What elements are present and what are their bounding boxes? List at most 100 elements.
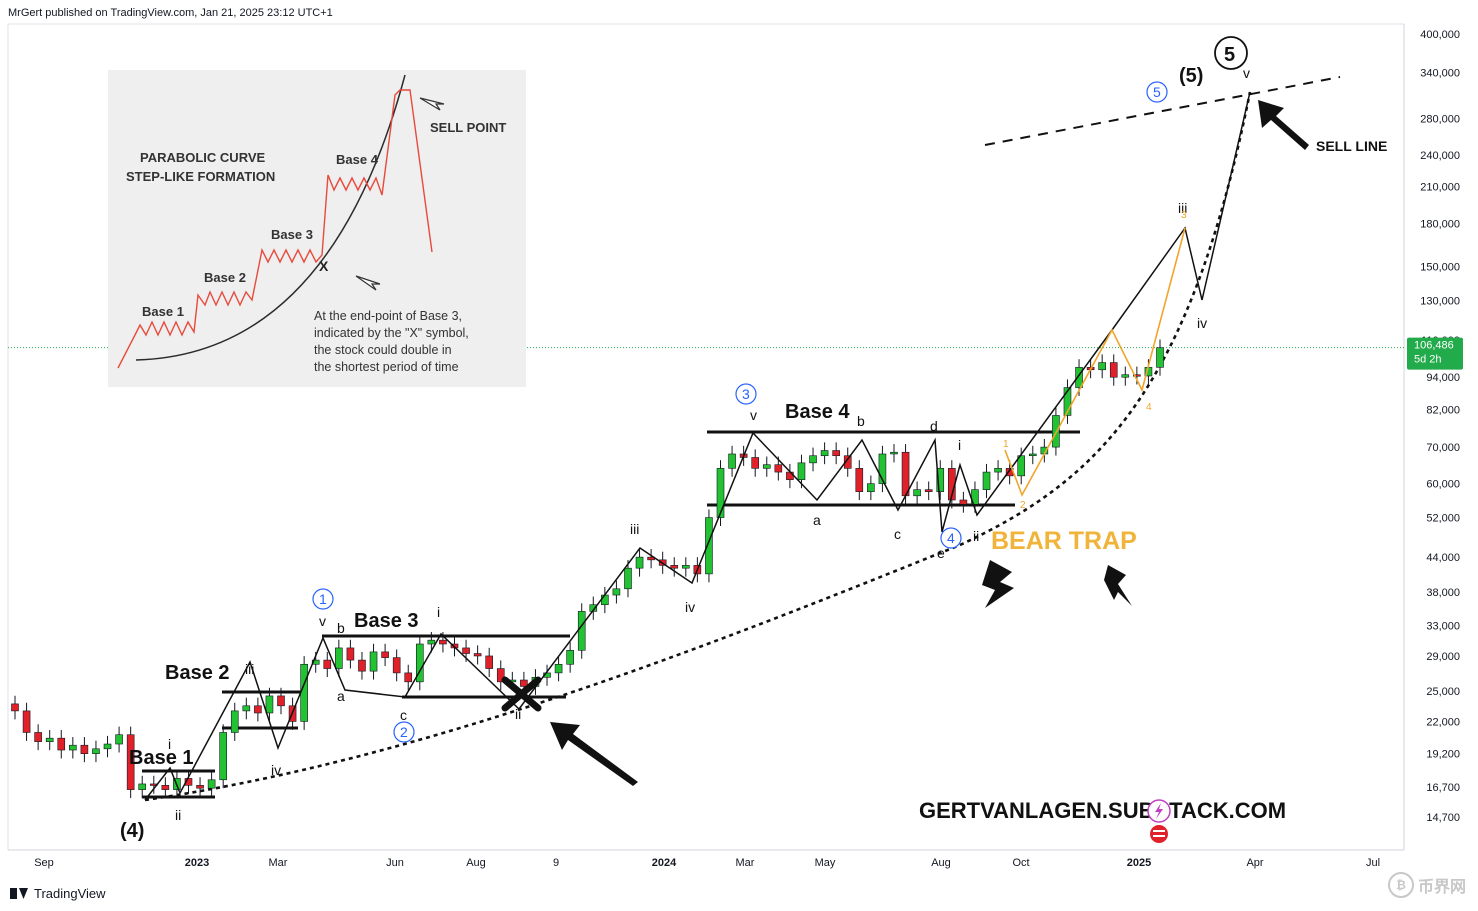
website-label: GERTVANLAGEN.SUBSTACK.COM	[919, 798, 1286, 823]
inset-base-4: Base 4	[336, 152, 379, 167]
wave-v-label: v	[1243, 65, 1250, 81]
x-tick-label: Apr	[1246, 857, 1263, 869]
y-tick-label: 29,000	[1426, 651, 1460, 663]
inset-title-1: PARABOLIC CURVE	[140, 150, 266, 165]
wave-c-label: c	[894, 526, 901, 542]
candle	[890, 451, 898, 455]
wave-v-label: v	[750, 407, 757, 423]
circle-wave-2-label: 2	[400, 724, 408, 740]
us-flag-stripe	[1153, 835, 1165, 837]
wave-iii-label: iii	[1178, 200, 1187, 216]
candle	[1156, 347, 1164, 368]
y-tick-label: 38,000	[1426, 587, 1460, 599]
sell-arrow-icon	[1258, 100, 1309, 150]
y-tick-label: 22,000	[1426, 716, 1460, 728]
inset-x-arrow-icon	[355, 275, 381, 291]
candle	[1133, 374, 1141, 377]
candle	[1098, 362, 1106, 371]
candle	[404, 672, 413, 683]
candle	[624, 567, 632, 590]
watermark: ₿ 币界网	[1387, 872, 1466, 898]
candle	[57, 737, 66, 751]
candle	[369, 651, 378, 672]
y-tick-label: 70,000	[1426, 442, 1460, 454]
candle	[11, 703, 19, 712]
inset-background	[108, 70, 526, 387]
candle	[439, 639, 447, 645]
candle	[959, 499, 968, 505]
candle	[161, 785, 170, 790]
candle	[635, 556, 644, 569]
elliott-wave-path	[144, 91, 1251, 801]
candle	[716, 468, 725, 518]
y-axis: 400,000 340,000 280,000 240,000 210,000 180,0…	[1420, 29, 1460, 824]
publisher-header: MrGert published on TradingView.com, Jan…	[8, 7, 333, 19]
candle	[820, 450, 829, 457]
candle	[254, 705, 262, 714]
candle	[138, 783, 147, 790]
candle	[1017, 455, 1026, 477]
candle	[242, 705, 251, 712]
circle-wave-2	[393, 721, 415, 743]
wave-iv-label: iv	[685, 599, 695, 615]
candle	[728, 453, 736, 469]
base-1-label: Base 1	[129, 747, 194, 769]
candle	[994, 468, 1002, 473]
candle	[45, 737, 54, 742]
wave-a-label: a	[337, 688, 345, 704]
candle	[473, 653, 482, 657]
wave-5-degree: (5)	[1179, 65, 1203, 87]
inset-price-path	[117, 89, 433, 369]
candle	[427, 639, 436, 645]
wave-b-label: b	[857, 413, 865, 429]
inset-parabolic-curve	[135, 74, 406, 361]
circle-wave-5-label: 5	[1153, 84, 1161, 100]
inset-x-marker: X	[319, 258, 329, 274]
candle	[1028, 453, 1037, 457]
watermark-label: 币界网	[1417, 879, 1466, 896]
bear-trap-label: BEAR TRAP	[991, 527, 1137, 555]
circle-wave-1-label: 1	[319, 591, 327, 607]
inset-base-3: Base 3	[271, 227, 313, 242]
candle	[126, 734, 135, 790]
candle	[103, 743, 112, 750]
x-axis: Sep 2023 Mar Jun Aug 9 2024 Mar May Aug Oct 2025 Apr…	[34, 857, 1380, 869]
circle-wave-3	[735, 383, 757, 405]
wave-ii-label: ii	[973, 528, 979, 544]
wave-5-primary: 5	[1224, 44, 1235, 66]
candle	[566, 650, 574, 665]
y-tick-label: 14,700	[1426, 812, 1460, 824]
footer-brand[interactable]: TradingView	[10, 886, 106, 901]
y-tick-label: 16,700	[1426, 782, 1460, 794]
candle	[601, 594, 609, 606]
x-tick-label: Jul	[1366, 857, 1380, 869]
wave-c-label: c	[400, 707, 407, 723]
candle	[496, 668, 505, 683]
candle	[1121, 374, 1130, 378]
base-3-label: Base 3	[354, 610, 419, 632]
candle	[612, 588, 621, 596]
inset-note-3: the stock could double in	[314, 343, 452, 357]
wave-i-label: i	[958, 437, 961, 453]
circle-wave-1	[312, 588, 334, 610]
y-tick-label: 400,000	[1420, 29, 1460, 41]
inset-base-2: Base 2	[204, 270, 246, 285]
candle	[80, 744, 89, 755]
candle	[300, 663, 308, 722]
wave-b-label: b	[337, 620, 345, 636]
wave-v-label: v	[319, 613, 326, 629]
candle	[867, 483, 875, 492]
candle	[277, 695, 285, 707]
parabolic-support-curve	[144, 91, 1252, 802]
orange-subwave-path	[1004, 227, 1186, 497]
candle	[358, 659, 366, 672]
candle	[69, 744, 77, 751]
candle	[392, 657, 401, 674]
y-tick-label: 210,000	[1420, 182, 1460, 194]
candle	[520, 679, 528, 687]
orange-wave-1: 1	[1003, 439, 1009, 450]
wave-e-label: e	[937, 545, 945, 561]
wave-a-label: a	[813, 512, 821, 528]
x-tick-label: 2023	[185, 857, 209, 869]
